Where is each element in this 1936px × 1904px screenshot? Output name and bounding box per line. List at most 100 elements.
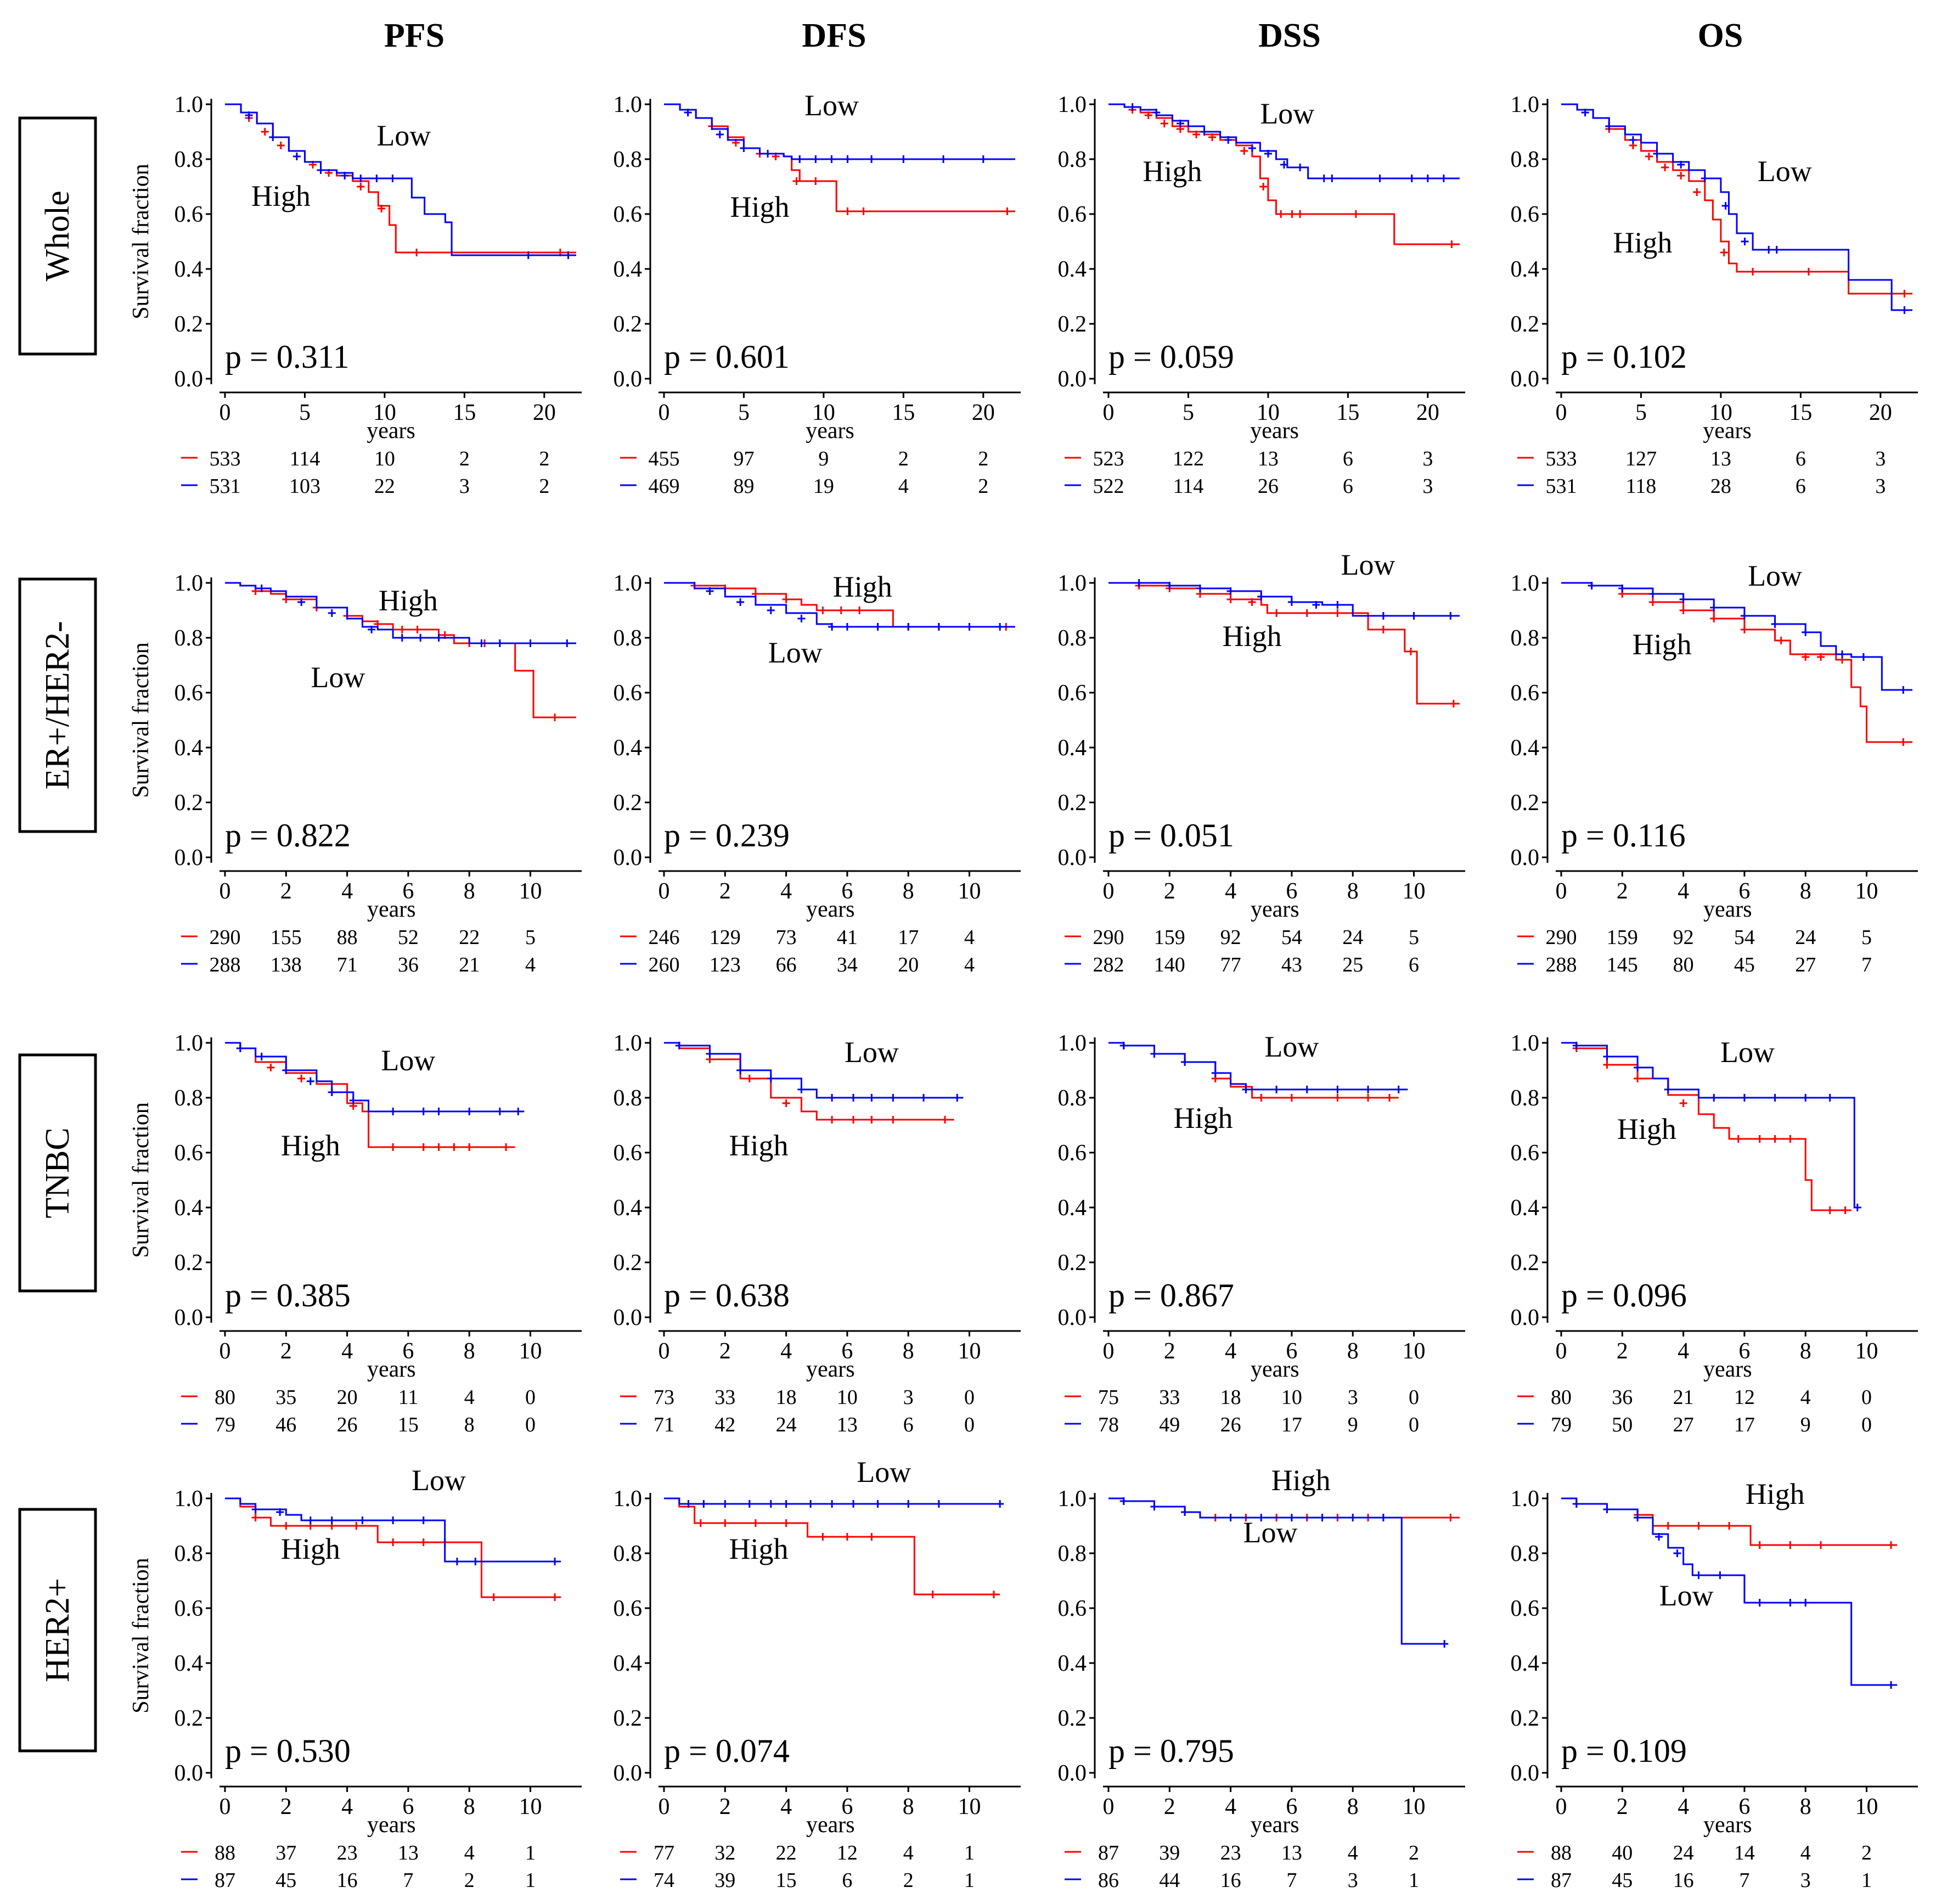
high-risk-count: 290 <box>1546 926 1577 949</box>
low-censor-mark <box>358 1517 367 1524</box>
high-censor-mark <box>261 128 269 136</box>
x-tick-label: 6 <box>402 1339 414 1364</box>
high-risk-count: 14 <box>1734 1841 1755 1864</box>
low-censor-mark <box>1224 136 1232 144</box>
x-tick-label: 10 <box>373 400 396 425</box>
high-risk-count: 21 <box>1673 1386 1694 1409</box>
low-censor-mark <box>563 639 571 647</box>
x-tick-label: 8 <box>464 1794 475 1819</box>
x-tick-label: 10 <box>1855 1339 1878 1364</box>
low-censor-mark <box>1119 1497 1128 1505</box>
low-risk-count: 42 <box>714 1413 735 1436</box>
low-survival-curve <box>664 1042 964 1099</box>
low-censor-mark <box>1634 1064 1642 1071</box>
low-survival-curve <box>225 582 576 644</box>
low-censor-mark <box>276 1508 284 1516</box>
high-survival-curve <box>225 1497 561 1598</box>
low-censor-mark <box>1572 1500 1580 1508</box>
high-risk-count: 523 <box>1093 447 1124 470</box>
x-tick-label: 2 <box>1164 1339 1175 1364</box>
high-risk-count: 92 <box>1220 926 1241 949</box>
high-risk-count: 5 <box>525 926 536 949</box>
low-survival-curve <box>1108 582 1460 617</box>
high-censor-mark <box>1677 172 1685 179</box>
high-risk-count: 129 <box>710 926 741 949</box>
low-censor-mark <box>398 634 406 642</box>
high-censor-mark <box>1406 648 1415 655</box>
y-tick-label: 0.6 <box>1511 681 1540 706</box>
x-tick-label: 8 <box>1800 1339 1811 1364</box>
low-censor-mark <box>1572 1042 1580 1049</box>
low-risk-count: 15 <box>398 1413 419 1436</box>
high-censor-mark <box>868 1116 876 1124</box>
x-tick-label: 20 <box>972 400 995 425</box>
x-tick-label: 10 <box>958 879 981 904</box>
group-label: Low <box>381 1044 435 1077</box>
x-tick-label: 10 <box>1403 1339 1426 1364</box>
group-label: Low <box>1758 155 1812 188</box>
low-censor-mark <box>953 1094 961 1102</box>
y-tick-label: 0.0 <box>175 1761 204 1786</box>
low-censor-mark <box>889 1094 897 1102</box>
low-censor-mark <box>1588 582 1596 589</box>
low-censor-mark <box>292 153 301 160</box>
low-risk-count: 26 <box>337 1413 358 1436</box>
x-tick-label: 10 <box>1709 400 1732 425</box>
low-censor-mark <box>939 155 948 163</box>
low-risk-count: 6 <box>1796 475 1806 498</box>
high-risk-count: 4 <box>1800 1386 1811 1409</box>
low-censor-mark <box>807 1500 815 1508</box>
high-risk-count: 455 <box>649 447 680 470</box>
high-censor-mark <box>1695 1522 1703 1530</box>
high-censor-mark <box>1333 1094 1342 1102</box>
high-risk-count: 114 <box>290 447 320 470</box>
low-risk-count: 3 <box>459 475 470 498</box>
low-censor-mark <box>1166 582 1174 589</box>
p-value: p = 0.795 <box>1108 1733 1234 1769</box>
low-survival-curve <box>664 103 1015 160</box>
p-value: p = 0.116 <box>1561 817 1686 853</box>
x-tick-label: 0 <box>1103 1339 1115 1364</box>
x-tick-label: 2 <box>1617 1794 1628 1819</box>
y-tick-label: 0.6 <box>1058 202 1087 227</box>
x-tick-label: 4 <box>341 1339 353 1364</box>
group-label: Low <box>1659 1579 1714 1612</box>
high-censor-mark <box>792 177 801 185</box>
low-censor-mark <box>1379 612 1387 620</box>
km-panel: 0.0 0.2 0.4 0.6 0.8 1.0 0 2 4 6 8 10 years High Low p =… <box>1058 1464 1465 1892</box>
low-censor-mark <box>1701 175 1709 182</box>
low-censor-mark <box>257 585 266 592</box>
low-risk-count: 288 <box>1546 953 1577 976</box>
x-axis-label: years <box>1703 1357 1752 1382</box>
low-censor-mark <box>1200 128 1208 136</box>
high-risk-count: 11 <box>398 1386 419 1409</box>
low-censor-mark <box>1786 1599 1794 1607</box>
low-censor-mark <box>551 1558 559 1565</box>
high-censor-mark <box>251 1514 260 1521</box>
high-risk-count: 80 <box>1551 1386 1572 1409</box>
x-tick-label: 8 <box>464 1339 475 1364</box>
high-censor-mark <box>837 606 845 614</box>
x-tick-label: 10 <box>519 879 542 904</box>
x-tick-label: 10 <box>1403 879 1426 904</box>
x-tick-label: 20 <box>533 400 556 425</box>
high-risk-count: 6 <box>1796 447 1806 470</box>
high-censor-mark <box>1333 609 1342 617</box>
x-tick-label: 6 <box>1286 879 1297 904</box>
low-censor-mark <box>1629 136 1637 144</box>
x-tick-label: 4 <box>780 1794 792 1819</box>
y-tick-label: 0.8 <box>1511 1086 1540 1111</box>
high-censor-mark <box>502 1143 510 1151</box>
low-risk-count: 44 <box>1159 1869 1180 1892</box>
row-label: HER2+ <box>39 1578 76 1682</box>
high-risk-count: 5 <box>1861 926 1872 949</box>
low-censor-mark <box>782 1500 790 1508</box>
low-risk-count: 103 <box>289 475 320 498</box>
y-axis-label: Survival fraction <box>128 1558 154 1713</box>
x-tick-label: 8 <box>1800 879 1811 904</box>
low-censor-mark <box>996 623 1004 631</box>
high-risk-count: 13 <box>1281 1841 1302 1864</box>
high-censor-mark <box>1208 133 1217 141</box>
row-label-box <box>18 1508 97 1753</box>
low-censor-mark <box>684 1500 693 1508</box>
